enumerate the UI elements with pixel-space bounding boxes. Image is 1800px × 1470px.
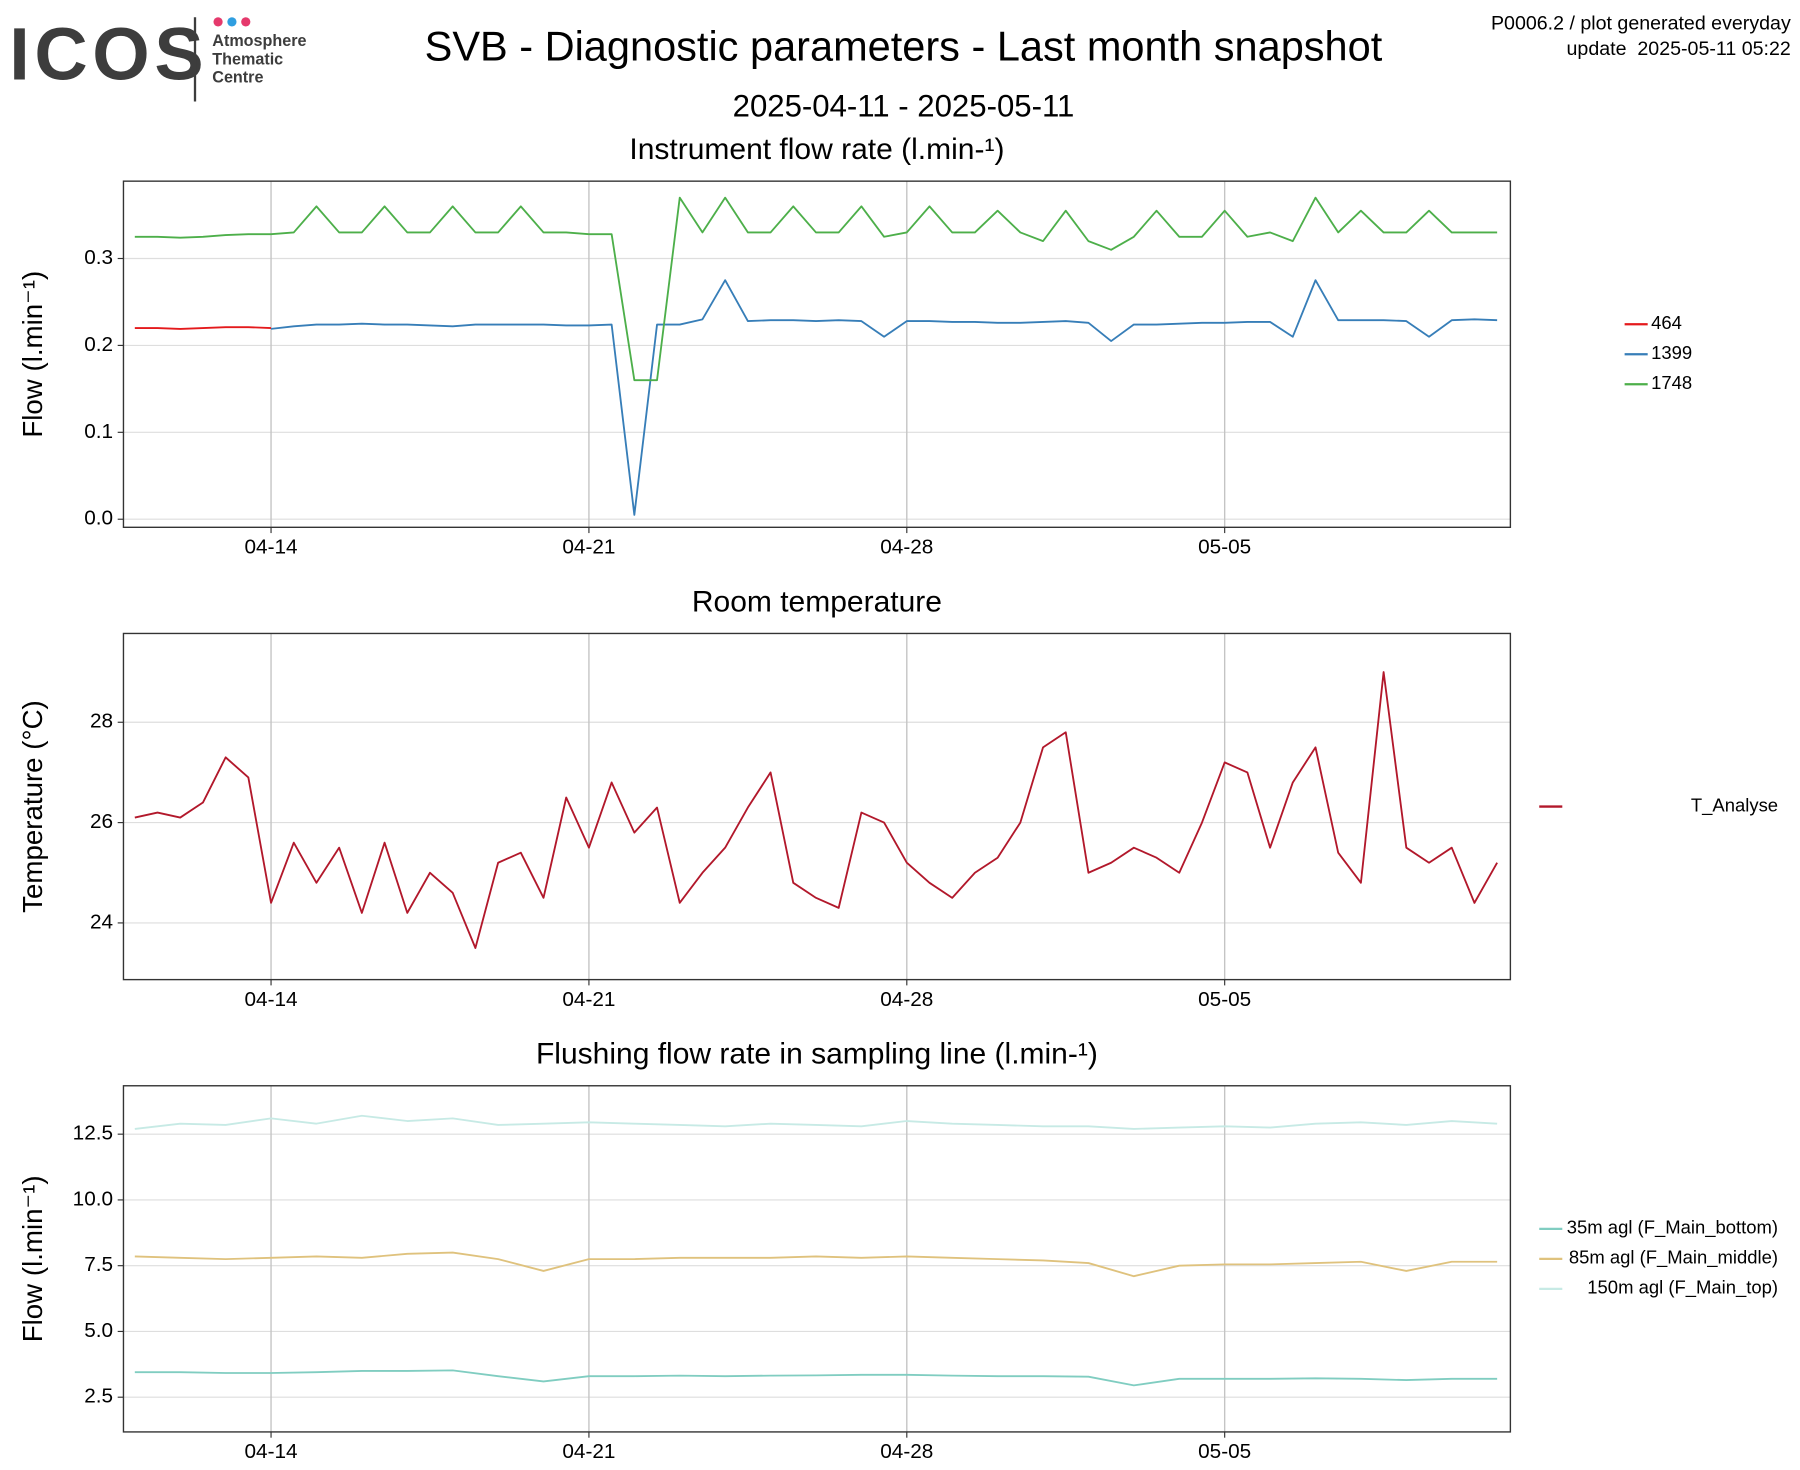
legend-label: T_Analyse: [1691, 794, 1778, 816]
logo-dot: [213, 17, 223, 27]
page-subtitle: 2025-04-11 - 2025-05-11: [733, 89, 1075, 124]
series-line: [134, 1369, 1498, 1387]
x-tick-label: 04-21: [562, 988, 615, 1011]
y-tick-label: 26: [90, 810, 113, 833]
info: P0006.2 / plot generated everyday: [1491, 12, 1791, 34]
plot-frame: [122, 180, 1512, 528]
series-line: [270, 279, 1498, 516]
y-tick-label: 7.5: [84, 1253, 113, 1276]
y-axis-label: Flow (l.min⁻¹): [17, 1175, 48, 1342]
x-tick-label: 05-05: [1198, 988, 1251, 1011]
logo-dot: [241, 17, 251, 27]
x-tick-label: 04-28: [880, 1440, 933, 1463]
x-tick-label: 05-05: [1198, 1440, 1251, 1463]
y-tick-label: 2.5: [84, 1385, 113, 1408]
series-line: [134, 1114, 1498, 1130]
y-tick-label: 0.2: [84, 333, 113, 356]
series-line: [134, 671, 1498, 949]
legend-label: 1399: [1651, 342, 1692, 363]
x-tick-label: 04-14: [245, 1440, 298, 1463]
series-line: [134, 1251, 1498, 1278]
y-tick-label: 12.5: [73, 1122, 113, 1145]
logo-text: Atmosphere: [212, 32, 306, 50]
x-tick-label: 04-21: [562, 1440, 615, 1463]
y-tick-label: 28: [90, 710, 113, 733]
y-tick-label: 0.1: [84, 420, 113, 443]
y-axis-label: Flow (l.min⁻¹): [17, 271, 48, 438]
x-tick-label: 04-28: [880, 988, 933, 1011]
x-tick-label: 04-28: [880, 536, 933, 559]
plot-frame: [122, 632, 1512, 981]
legend-label: 464: [1651, 312, 1682, 333]
chart-title: Flushing flow rate in sampling line (l.m…: [536, 1038, 1098, 1071]
plot-frame: [122, 1085, 1512, 1433]
legend-label: 150m agl (F_Main_top): [1587, 1277, 1778, 1299]
legend-label: 1748: [1651, 372, 1692, 393]
logo-text: Centre: [212, 69, 263, 87]
chart-title: Room temperature: [692, 585, 942, 618]
x-tick-label: 05-05: [1198, 536, 1251, 559]
series-line: [134, 196, 1498, 382]
y-tick-label: 10.0: [73, 1187, 113, 1210]
y-tick-label: 0.3: [84, 246, 113, 269]
legend-label: 35m agl (F_Main_bottom): [1567, 1217, 1778, 1239]
legend-label: 85m agl (F_Main_middle): [1569, 1247, 1778, 1269]
x-tick-label: 04-21: [562, 536, 615, 559]
series-line: [134, 326, 272, 330]
y-tick-label: 0.0: [84, 507, 113, 530]
y-tick-label: 24: [90, 910, 113, 933]
x-tick-label: 04-14: [245, 536, 298, 559]
info: update 2025-05-11 05:22: [1567, 38, 1791, 60]
logo: ICOS: [9, 13, 208, 96]
chart-title: Instrument flow rate (l.min-¹): [629, 133, 1004, 166]
logo-dot: [227, 17, 237, 27]
x-tick-label: 04-14: [245, 988, 298, 1011]
y-axis-label: Temperature (°C): [17, 700, 48, 913]
logo-text: Thematic: [212, 50, 283, 68]
y-tick-label: 5.0: [84, 1319, 113, 1342]
page-title: SVB - Diagnostic parameters - Last month…: [425, 23, 1383, 70]
